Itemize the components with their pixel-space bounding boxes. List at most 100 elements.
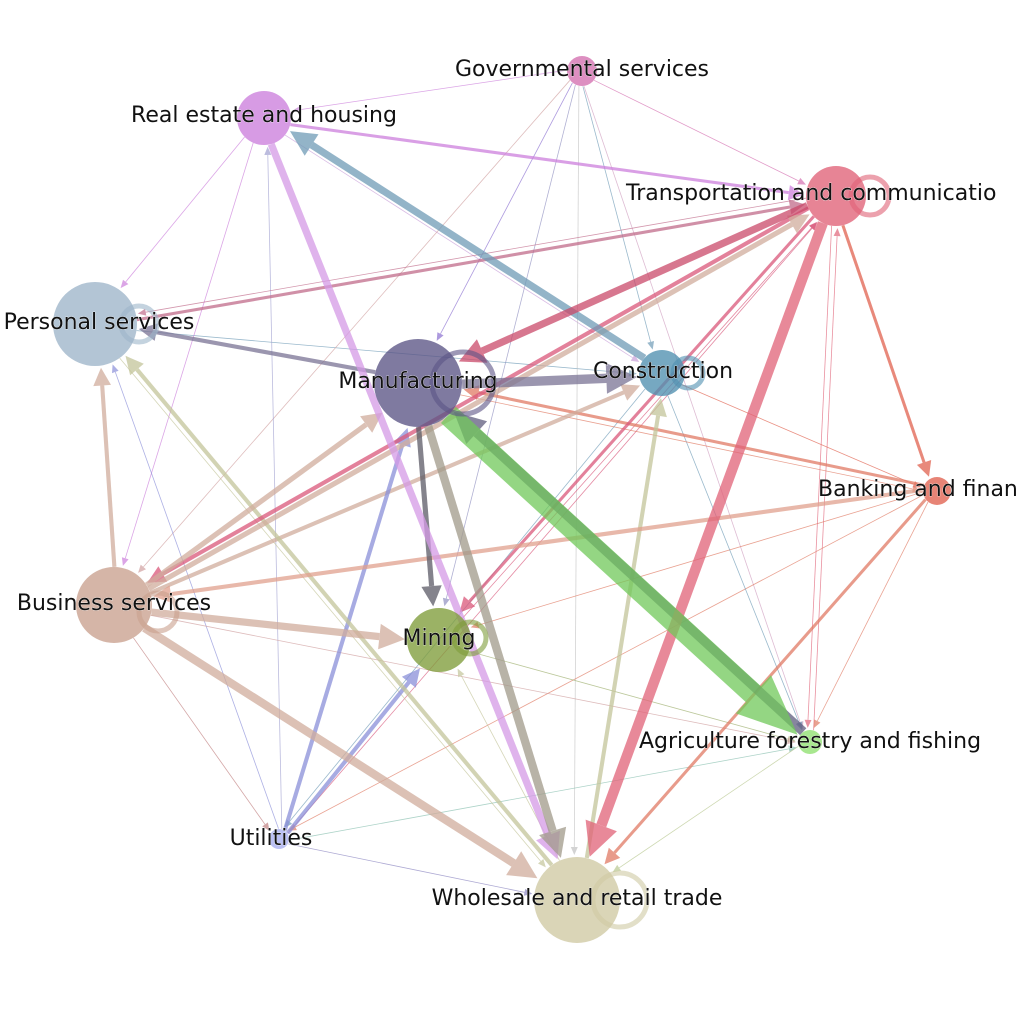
edge-arrowhead — [787, 185, 804, 201]
edge-util-to-pers — [112, 364, 279, 829]
node-trans[interactable] — [806, 166, 866, 226]
node-pers[interactable] — [53, 282, 137, 366]
node-label-util: Utilities — [230, 826, 313, 851]
node-bus[interactable] — [76, 567, 152, 643]
edge-gov-to-trans — [593, 79, 806, 185]
edge-arrowhead — [538, 859, 546, 868]
edge-bus-to-trans — [147, 214, 810, 592]
node-cons[interactable] — [639, 350, 685, 396]
edge-manu-to-min — [416, 426, 442, 607]
edge-arrowhead — [788, 745, 797, 753]
node-agri[interactable] — [798, 730, 822, 754]
edge-line — [290, 123, 790, 195]
edge-real-to-cons — [284, 134, 640, 362]
edge-arrowhead — [457, 668, 465, 678]
edge-line — [295, 494, 924, 828]
edge-arrowhead — [264, 146, 272, 155]
edge-bank-to-manu — [463, 385, 925, 487]
edge-line — [147, 222, 794, 592]
edge-line — [136, 205, 791, 322]
labels-layer: Governmental services Real estate and hou… — [3, 57, 1018, 912]
edge-line — [150, 614, 788, 742]
edge-line — [584, 415, 661, 859]
edge-trans-to-whole — [585, 221, 828, 857]
node-whole[interactable] — [534, 857, 620, 943]
node-label-real: Real estate and housing — [131, 103, 397, 128]
edge-line — [287, 227, 813, 834]
edge-arrowhead — [916, 460, 932, 477]
edge-arrowhead — [786, 214, 810, 234]
edge-arrowhead — [804, 719, 812, 728]
edge-agri-to-whole — [612, 745, 799, 873]
edge-min-to-trans — [462, 221, 817, 619]
edge-real-to-pers — [120, 136, 245, 289]
node-label-gov: Governmental services — [455, 57, 709, 82]
edge-arrowhead — [459, 596, 476, 613]
edge-line — [155, 330, 376, 375]
edge-arrowhead — [112, 364, 119, 374]
node-real[interactable] — [237, 91, 291, 145]
edge-line — [462, 227, 812, 619]
edge-arrowhead — [649, 398, 667, 418]
node-min[interactable] — [407, 608, 471, 672]
edge-manu-to-whole — [424, 424, 567, 858]
edge-line — [151, 608, 380, 641]
edge-line — [807, 225, 832, 720]
edge-trans-to-bank — [841, 224, 932, 477]
edge-arrowhead — [539, 826, 567, 858]
edge-arrowhead — [813, 719, 821, 729]
edge-line — [573, 85, 580, 848]
edge-line — [133, 637, 266, 825]
edge-whole-to-cons — [584, 398, 667, 859]
edge-gov-to-manu — [436, 82, 573, 341]
edge-cons-to-real — [290, 131, 647, 362]
node-gov[interactable] — [567, 56, 597, 86]
edge-pers-to-trans — [136, 199, 805, 322]
node-manu[interactable] — [374, 339, 462, 427]
edge-line — [288, 843, 525, 893]
edge-line — [100, 385, 117, 568]
node-label-bank: Banking and finan — [818, 477, 1018, 502]
edge-trans-to-agri — [804, 225, 832, 728]
edge-line — [135, 368, 554, 867]
edge-line — [440, 82, 573, 334]
edge-line — [424, 424, 557, 833]
node-label-agri: Agriculture forestry and fishing — [639, 729, 981, 754]
edge-bank-to-whole — [604, 498, 927, 865]
nodes-layer — [53, 56, 951, 943]
edge-line — [282, 444, 405, 831]
edge-arrowhead — [292, 106, 301, 114]
edge-line — [267, 142, 552, 837]
node-util[interactable] — [269, 829, 289, 849]
node-label-cons: Construction — [593, 359, 733, 384]
node-bank[interactable] — [923, 477, 951, 505]
edge-line — [618, 745, 799, 869]
edge-line — [170, 487, 923, 597]
edge-arrowhead — [506, 851, 538, 879]
edge-arrowhead — [630, 354, 640, 362]
node-label-whole: Wholesale and retail trade — [432, 886, 723, 911]
edge-arrowhead — [138, 564, 146, 573]
edge-arrowhead — [809, 221, 817, 231]
edge-arrowhead — [442, 597, 450, 607]
edge-trans-to-min — [459, 215, 815, 613]
edge-cons-to-bank — [681, 384, 922, 488]
edge-line — [416, 426, 435, 587]
edge-arrowhead — [120, 279, 129, 289]
edge-gov-to-whole — [570, 85, 580, 855]
edge-arrowhead — [401, 668, 420, 688]
edge-manu-to-cons — [461, 362, 638, 394]
edge-line — [460, 394, 913, 490]
edge-trans-to-pers — [137, 197, 806, 316]
edge-line — [161, 206, 810, 576]
edge-bus-to-agri — [150, 614, 796, 745]
edge-line — [468, 215, 815, 603]
edge-pers-to-whole — [119, 357, 546, 868]
self-loops-layer — [118, 174, 892, 930]
edge-line — [593, 79, 799, 182]
edge-arrowhead — [137, 308, 147, 316]
edge-line — [613, 498, 927, 854]
edge-line — [461, 373, 607, 389]
edge-arrowhead — [570, 847, 578, 855]
edge-arrowhead — [604, 847, 621, 865]
